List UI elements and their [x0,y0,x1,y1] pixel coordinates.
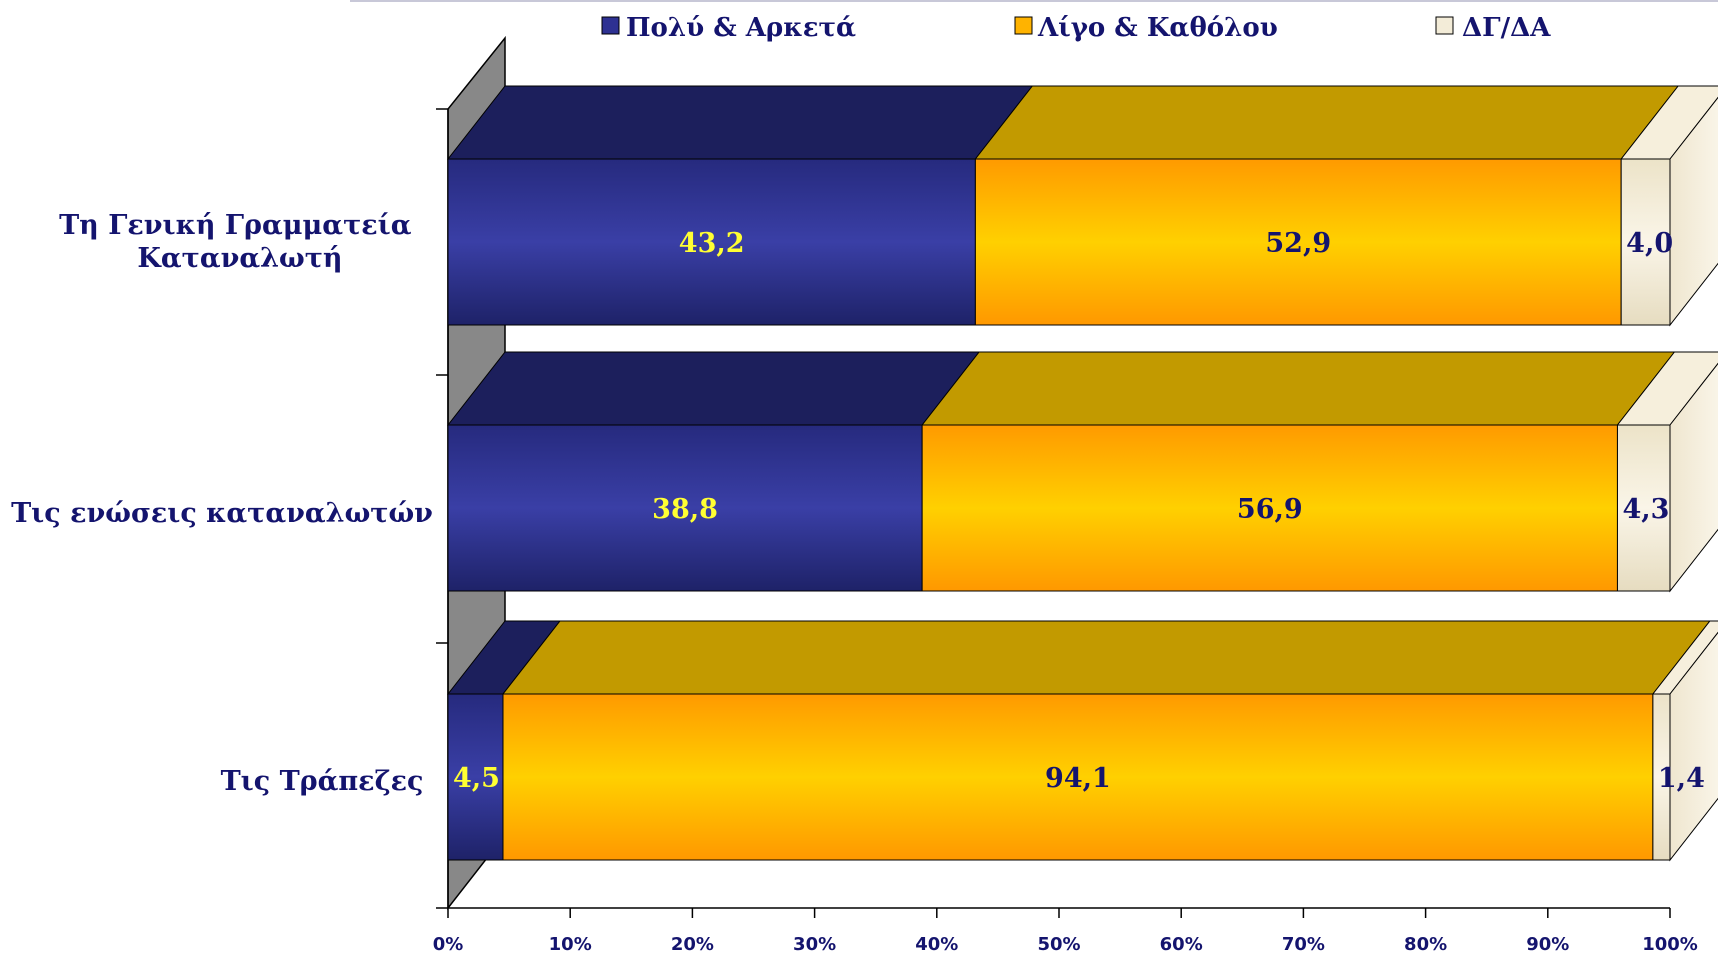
category-label-2: Τις ενώσεις καταναλωτών [11,498,433,529]
x-tick-label: 40% [915,934,958,955]
bar-segment [447,424,923,592]
legend-swatch-series-2 [1014,16,1033,35]
x-tick-label: 60% [1160,934,1203,955]
bar-group: 38,8 56,9 4,3 [446,351,1718,593]
bar-segment [1652,693,1671,861]
bar-top-face [974,85,1680,160]
x-axis-ticks: 0% 10% 20% 30% 40% 50% 60% 70% 80% 90% 100% [433,908,1698,955]
legend-swatch-series-1 [601,16,620,35]
bar-segment [447,693,504,861]
legend-item-series-1: Πολύ & Αρκετά [601,13,856,43]
bar-segment [1620,158,1671,326]
bar-top-face [501,620,1711,695]
data-label: 43,2 [679,228,745,259]
data-label: 4,5 [453,763,500,794]
x-tick-label: 90% [1526,934,1569,955]
bar-segment [974,158,1622,326]
bar-segment [1616,424,1671,592]
x-tick-label: 80% [1404,934,1447,955]
x-tick-label: 0% [433,934,464,955]
bar-top-face [921,351,1676,426]
legend-label-series-3: ΔΓ/ΔΑ [1462,13,1551,43]
data-label: 4,3 [1622,494,1669,525]
legend-item-series-3: ΔΓ/ΔΑ [1435,13,1551,43]
legend-item-series-2: Λίγο & Καθόλου [1014,13,1278,43]
x-tick-label: 20% [671,934,714,955]
bar-group: 4,5 94,1 1,4 [446,620,1718,862]
data-label: 56,9 [1237,494,1303,525]
category-label-1: Τη Γενική Γραμματεία Καταναλωτή [59,210,421,274]
bar-segment [921,424,1618,592]
category-label-1-line-1: Τη Γενική Γραμματεία [59,210,412,241]
category-label-3-line-1: Τις Τράπεζες [221,766,424,797]
x-tick-label: 70% [1282,934,1325,955]
category-label-3: Τις Τράπεζες [221,766,424,797]
bar-segment [447,158,976,326]
data-label: 38,8 [652,494,718,525]
data-label: 4,0 [1626,228,1673,259]
bar-group: 43,2 52,9 4,0 [446,85,1718,327]
x-tick-label: 100% [1642,934,1698,955]
x-tick-label: 50% [1037,934,1080,955]
y-axis-ticks [436,108,448,909]
category-label-1-line-2: Καταναλωτή [137,243,342,274]
legend-label-series-2: Λίγο & Καθόλου [1037,13,1278,43]
data-label: 1,4 [1658,763,1705,794]
legend-label-series-1: Πολύ & Αρκετά [626,13,856,43]
x-tick-label: 10% [549,934,592,955]
bar-top-face [446,351,981,426]
legend-swatch-series-3 [1435,16,1454,35]
data-label: 52,9 [1265,228,1331,259]
bar-top-face [446,85,1034,160]
category-label-2-line-1: Τις ενώσεις καταναλωτών [11,498,433,529]
data-label: 94,1 [1045,763,1111,794]
bar-segment [502,693,1654,861]
bars-layer: 43,2 52,9 4,0 38,8 56,9 4,3 4,5 94,1 1,4 [446,85,1718,862]
category-labels: Τη Γενική Γραμματεία Καταναλωτή Τις ενώσ… [11,210,433,797]
legend: Πολύ & Αρκετά Λίγο & Καθόλου ΔΓ/ΔΑ [601,13,1551,43]
x-tick-label: 30% [793,934,836,955]
